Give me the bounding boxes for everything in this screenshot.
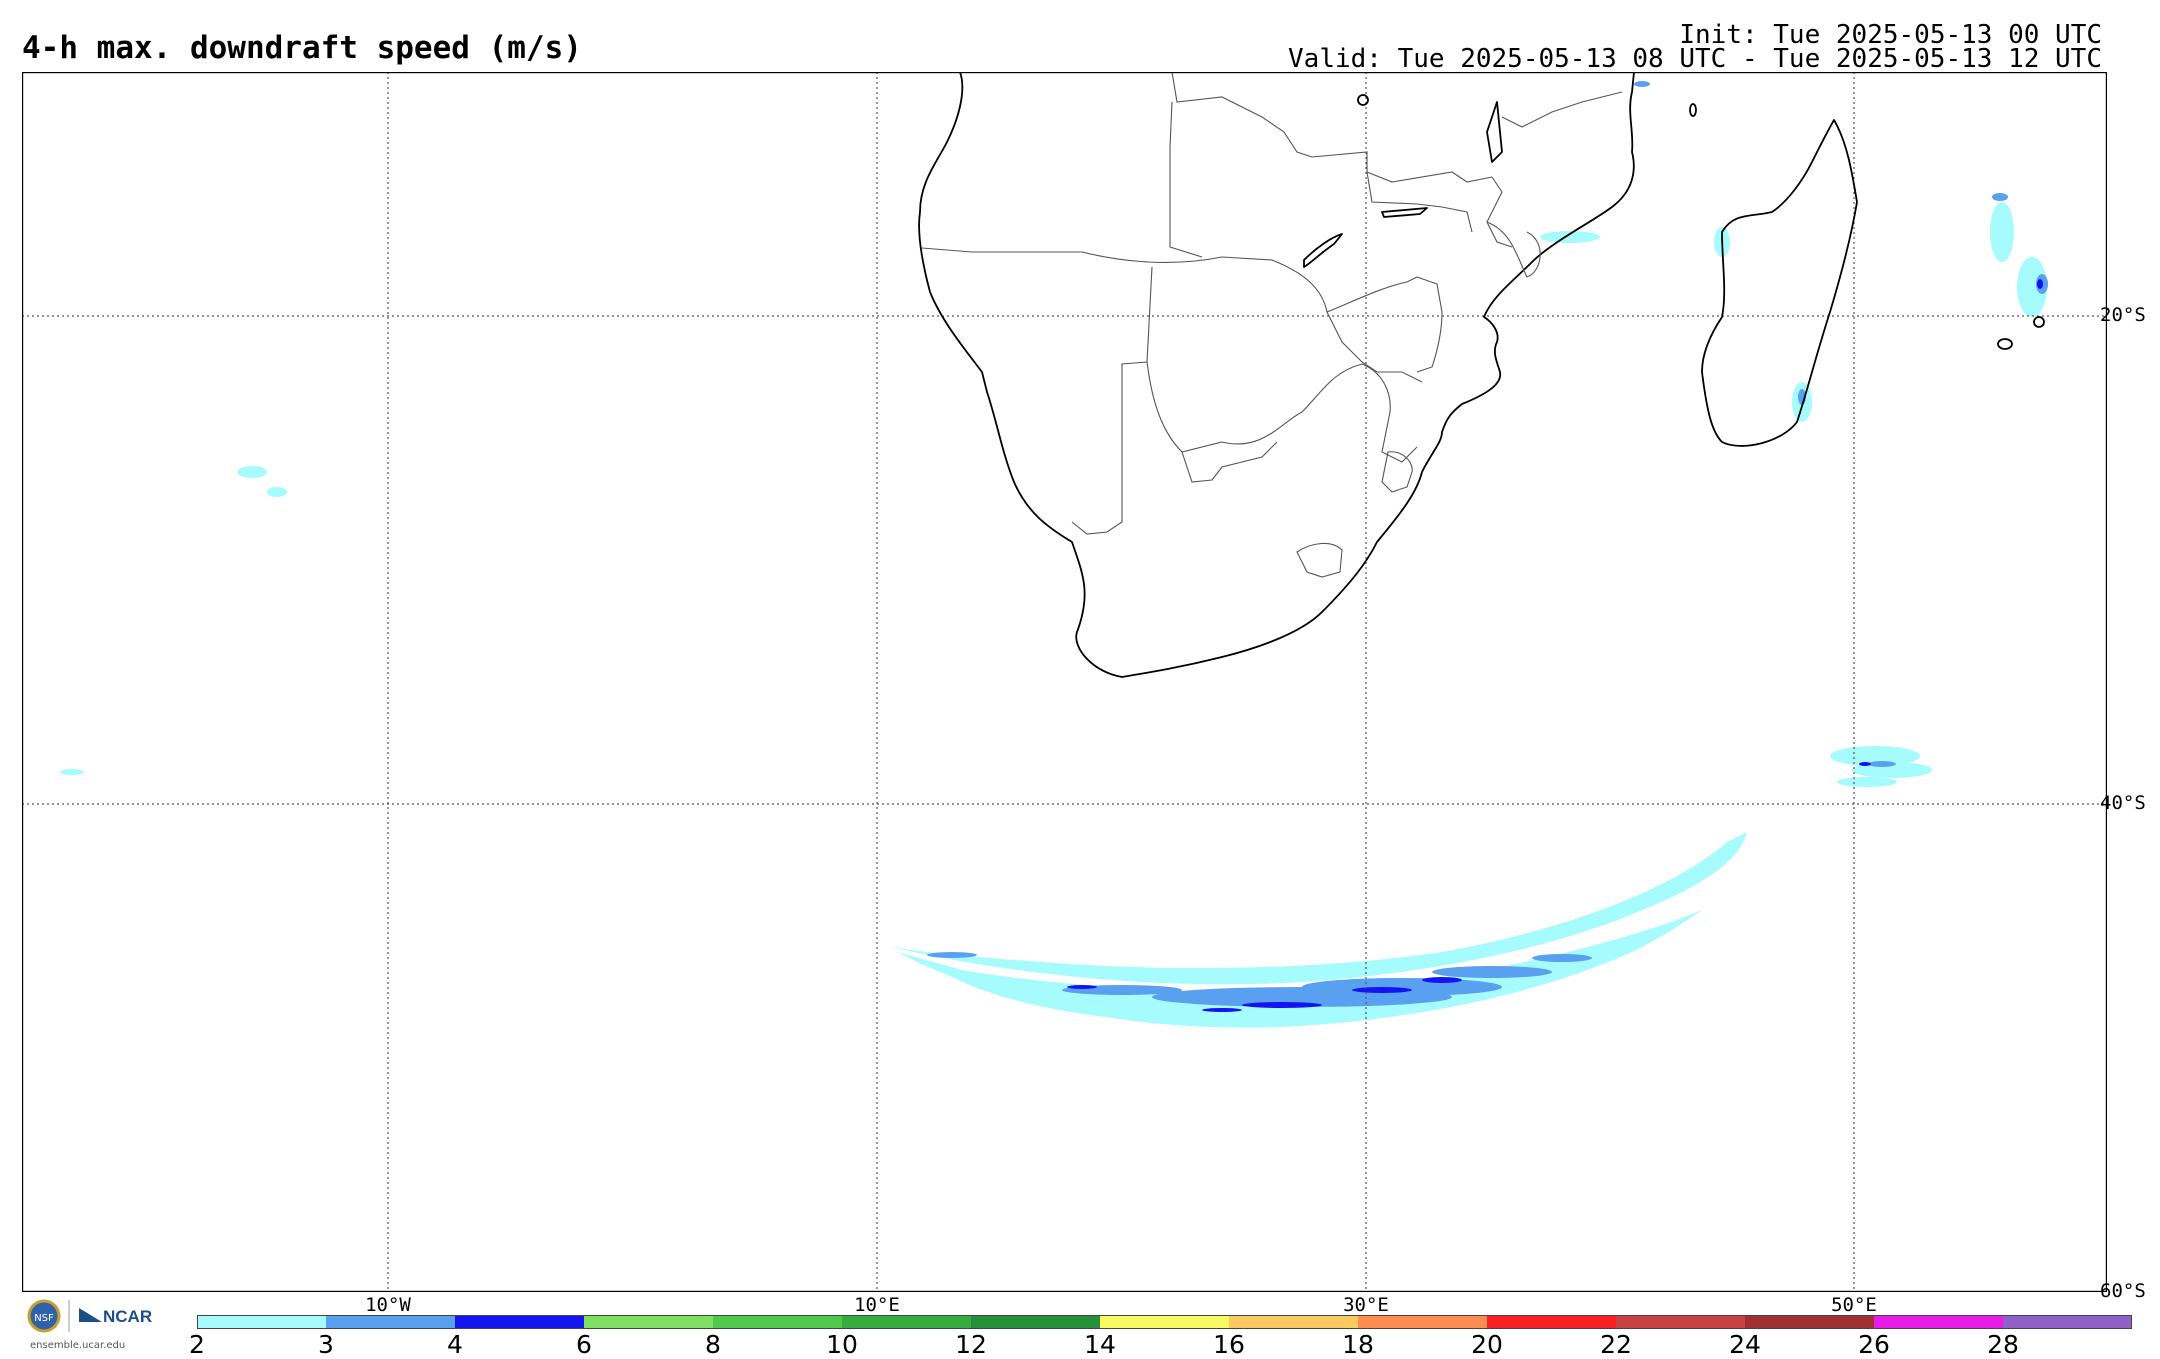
colorbar-label: 14 <box>1084 1330 1116 1359</box>
colorbar-swatch <box>584 1315 714 1329</box>
colorbar-label: 2 <box>189 1330 205 1359</box>
map-panel <box>22 72 2107 1292</box>
ncar-wordmark: NCAR <box>103 1307 153 1326</box>
nsf-ncar-logo: NSF <box>27 1299 102 1333</box>
lat-label-40s: 40°S <box>2100 792 2146 814</box>
colorbar-label: 16 <box>1213 1330 1245 1359</box>
init-time: Init: Tue 2025-05-13 00 UTC <box>1679 20 2102 50</box>
colorbar-swatch <box>713 1315 843 1329</box>
colorbar-swatch <box>1229 1315 1359 1329</box>
logo-url: ensemble.ucar.edu <box>30 1340 126 1351</box>
colorbar-label: 26 <box>1858 1330 1890 1359</box>
colorbar <box>197 1315 2132 1329</box>
colorbar-swatch <box>1487 1315 1617 1329</box>
colorbar-label: 6 <box>576 1330 592 1359</box>
colorbar-label: 10 <box>826 1330 858 1359</box>
downdraft-band <box>890 832 1747 1028</box>
colorbar-label: 18 <box>1342 1330 1374 1359</box>
colorbar-swatch <box>842 1315 972 1329</box>
coastline <box>918 72 2045 678</box>
colorbar-swatch <box>1100 1315 1230 1329</box>
lat-label-20s: 20°S <box>2100 304 2146 326</box>
svg-text:NSF: NSF <box>34 1313 54 1324</box>
colorbar-label: 22 <box>1600 1330 1632 1359</box>
downdraft-cells <box>60 81 2048 787</box>
colorbar-frame <box>197 1315 2132 1329</box>
colorbar-label: 20 <box>1471 1330 1503 1359</box>
colorbar-label: 12 <box>955 1330 987 1359</box>
colorbar-label: 24 <box>1729 1330 1761 1359</box>
country-borders <box>921 72 1623 578</box>
lon-label-30e: 30°E <box>1343 1294 1389 1316</box>
valid-time: Valid: Tue 2025-05-13 08 UTC - Tue 2025-… <box>1288 44 2102 74</box>
colorbar-swatch <box>326 1315 456 1329</box>
lon-label-50e: 50°E <box>1831 1294 1877 1316</box>
lon-label-10w: 10°W <box>365 1294 411 1316</box>
lon-label-10e: 10°E <box>854 1294 900 1316</box>
colorbar-swatch <box>2003 1315 2132 1329</box>
colorbar-swatch <box>197 1315 327 1329</box>
map-title: 4-h max. downdraft speed (m/s) <box>22 30 582 66</box>
colorbar-swatch <box>971 1315 1101 1329</box>
colorbar-swatch <box>455 1315 585 1329</box>
colorbar-swatch <box>1874 1315 2004 1329</box>
colorbar-label: 8 <box>705 1330 721 1359</box>
graticule <box>22 72 2107 1292</box>
colorbar-swatch <box>1358 1315 1488 1329</box>
colorbar-label: 4 <box>447 1330 463 1359</box>
colorbar-swatch <box>1745 1315 1875 1329</box>
lat-label-60s: 60°S <box>2100 1280 2146 1302</box>
colorbar-label: 3 <box>318 1330 334 1359</box>
colorbar-swatch <box>1616 1315 1746 1329</box>
colorbar-label: 28 <box>1987 1330 2019 1359</box>
